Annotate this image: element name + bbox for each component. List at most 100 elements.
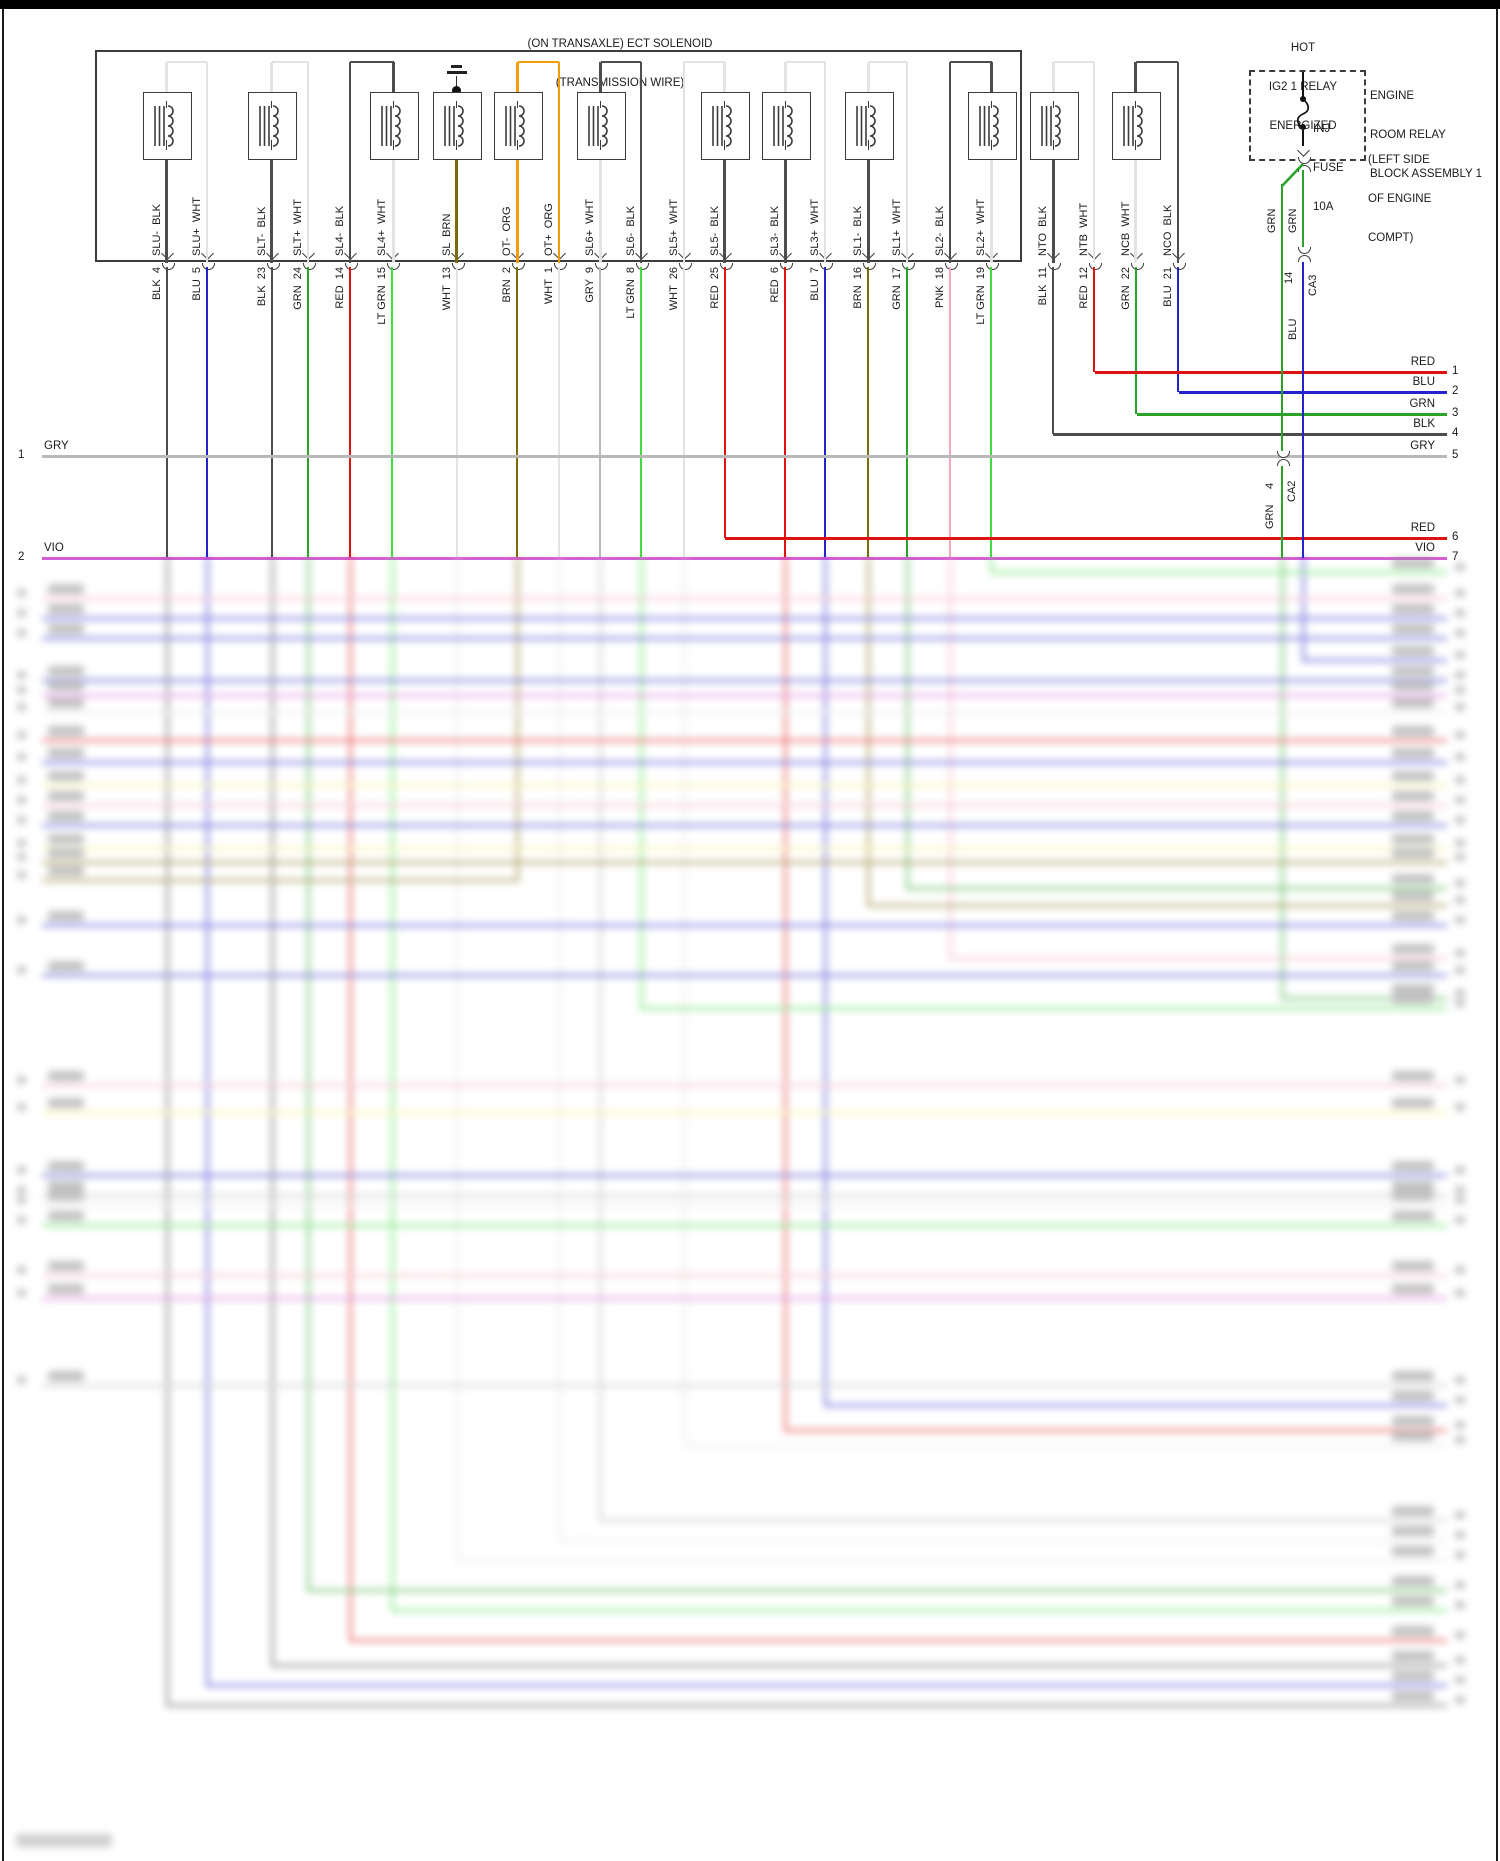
label-blob <box>1455 629 1465 637</box>
wire-segment <box>599 101 602 108</box>
wire-color-label: GRY <box>1410 440 1435 452</box>
wire-segment <box>516 62 519 104</box>
coil-icon <box>709 101 737 151</box>
wire-segment <box>1092 62 1096 263</box>
wire-segment <box>868 903 1447 907</box>
label-blob <box>17 1196 26 1204</box>
label-blob <box>1455 1186 1465 1194</box>
wire-segment <box>348 62 352 263</box>
label-blob <box>48 1098 84 1108</box>
wire-segment <box>557 556 561 1542</box>
label-blob <box>1455 1631 1465 1639</box>
relay-location-line3: COMPT) <box>1368 232 1414 244</box>
coil-icon <box>1120 101 1148 151</box>
ground-icon <box>446 71 467 74</box>
label-blob <box>1392 604 1434 614</box>
label-blob <box>17 629 26 637</box>
label-blob <box>1455 1551 1465 1559</box>
diagram-title: (ON TRANSAXLE) ECT SOLENOID (TRANSMISSIO… <box>395 12 845 116</box>
label-blob <box>17 731 26 739</box>
label-blob <box>1392 834 1434 844</box>
wire-segment <box>1301 556 1305 662</box>
label-blob <box>48 1261 84 1271</box>
label-blob <box>1455 796 1465 804</box>
label-blob <box>1392 1161 1434 1171</box>
wire-color-label: RED <box>1410 356 1435 368</box>
wire-segment <box>598 267 602 558</box>
wire-segment <box>165 140 168 150</box>
label-blob <box>1392 1416 1434 1426</box>
wire-segment <box>42 760 1447 764</box>
label-blob <box>48 748 84 758</box>
label-blob <box>1392 1596 1434 1606</box>
wire-segment <box>723 140 726 150</box>
wire-segment <box>205 62 209 263</box>
wire-segment <box>598 556 602 1522</box>
wire-segment <box>990 101 993 108</box>
label-blob <box>48 698 84 708</box>
wire-segment <box>515 267 519 558</box>
label-blob <box>48 604 84 614</box>
wire-segment <box>165 101 168 108</box>
wire-segment <box>350 60 394 64</box>
label-blob <box>1455 753 1465 761</box>
solenoid-box <box>143 92 192 160</box>
coil-icon <box>1038 101 1066 151</box>
circuit-number: 3 <box>1452 407 1459 419</box>
page-left-border <box>2 9 4 1861</box>
label-blob <box>17 1266 26 1274</box>
label-blob <box>1392 1211 1434 1221</box>
wire-segment <box>165 267 169 558</box>
wire-segment <box>42 1173 1447 1177</box>
fuse-label-line2: FUSE <box>1313 162 1344 174</box>
label-blob <box>17 871 26 879</box>
label-blob <box>1455 671 1465 679</box>
label-blob <box>48 1071 84 1081</box>
solenoid-box <box>701 92 750 160</box>
wire-segment <box>1303 658 1447 662</box>
wire-segment <box>42 596 1447 600</box>
circuit-number: 2 <box>18 551 25 563</box>
label-blob <box>1455 563 1465 571</box>
wire-segment <box>1134 140 1137 150</box>
wire-segment <box>1134 101 1137 108</box>
wire-segment <box>42 823 1447 827</box>
wire-segment <box>948 556 952 960</box>
wire-segment <box>600 1518 1447 1522</box>
circuit-number: 7 <box>1452 551 1459 563</box>
wire-segment <box>905 62 909 263</box>
wire-segment <box>392 101 395 108</box>
label-blob <box>17 916 26 924</box>
wire-segment <box>905 556 909 890</box>
label-blob <box>48 911 84 921</box>
wire-segment <box>165 62 168 104</box>
wire-segment <box>42 1273 1447 1277</box>
wire-segment <box>42 1193 1447 1197</box>
title-line1: (ON TRANSAXLE) ECT SOLENOID <box>527 38 713 50</box>
wire-color-label: GRY <box>44 440 69 452</box>
wire-segment <box>1137 412 1447 416</box>
label-blob <box>1455 896 1465 904</box>
wire-segment <box>639 556 643 1010</box>
wire-segment <box>867 140 870 150</box>
wire-segment <box>867 62 870 104</box>
label-blob <box>1392 1546 1434 1556</box>
label-blob <box>1392 944 1434 954</box>
wire-segment <box>784 140 787 263</box>
wire-segment <box>270 101 273 108</box>
wire-segment <box>308 1588 1447 1592</box>
wire-segment <box>990 62 993 104</box>
coil-icon <box>441 101 469 151</box>
label-blob <box>1392 1526 1434 1536</box>
relay-hot-label: HOT <box>1290 42 1316 54</box>
wire-color-label: VIO <box>44 542 64 554</box>
wire-segment <box>905 267 909 558</box>
wire-segment <box>271 60 308 64</box>
wire-segment <box>516 140 519 150</box>
wire-segment <box>42 923 1447 927</box>
label-blob <box>1455 1656 1465 1664</box>
circuit-number: 5 <box>1452 449 1459 461</box>
connector-bracket <box>1276 459 1290 466</box>
wire-segment <box>557 62 561 263</box>
